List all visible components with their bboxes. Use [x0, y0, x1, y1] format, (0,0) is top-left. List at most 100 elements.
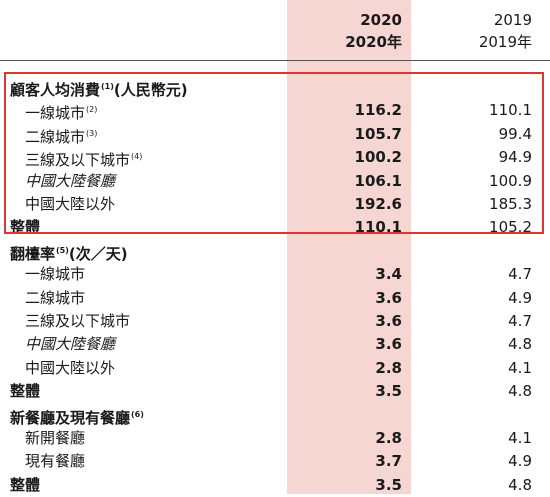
- value-2019: 4.1: [508, 358, 532, 377]
- row-label-text: 新開餐廳: [25, 429, 86, 447]
- footnote-marker: (3): [86, 128, 98, 138]
- row-label: 新開餐廳: [25, 426, 85, 450]
- value-2019: 4.7: [508, 265, 532, 284]
- row-label: 整體: [10, 473, 40, 497]
- row-label-text: 整體: [10, 382, 41, 401]
- highlight-2020-column: [287, 0, 411, 494]
- value-2020: 192.6: [354, 195, 402, 213]
- table-row: 中國大陸餐廳 106.1 100.9: [0, 169, 550, 193]
- row-label-text: 中國大陸以外: [25, 195, 116, 213]
- value-2020: 3.5: [375, 475, 402, 494]
- value-2019: 100.9: [489, 171, 532, 190]
- row-label: 二線城市(3): [25, 122, 97, 149]
- value-2020: 3.5: [375, 382, 402, 401]
- row-label: 現有餐廳: [25, 449, 85, 473]
- row-label-text: 整體: [10, 475, 41, 494]
- value-2020: 3.6: [375, 312, 402, 330]
- value-2020: 2.8: [375, 429, 402, 447]
- footnote-marker: (5): [56, 245, 69, 255]
- table-row: 現有餐廳 3.7 4.9: [0, 449, 550, 473]
- row-label-text: 一線城市: [25, 265, 86, 284]
- row-label-unit: (次／天): [68, 244, 128, 263]
- table-row: 新開餐廳 2.8 4.1: [0, 426, 550, 450]
- value-2020: 3.7: [375, 452, 402, 471]
- row-label: 翻檯率(5)(次／天): [10, 239, 128, 266]
- value-2020: 3.6: [375, 288, 402, 307]
- table-row: 中國大陸餐廳 3.6 4.8: [0, 332, 550, 356]
- table-row: 整體 3.5 4.8: [0, 379, 550, 403]
- row-label: 三線及以下城市: [25, 309, 130, 333]
- table-row: 一線城市 3.4 4.7: [0, 262, 550, 286]
- value-2019: 4.9: [508, 452, 532, 471]
- table-row: 顧客人均消費(1)(人民幣元): [0, 75, 550, 99]
- value-2019: 4.1: [508, 429, 532, 447]
- col-2020-label: 2020年: [345, 33, 402, 51]
- row-label: 中國大陸以外: [25, 356, 115, 380]
- table-row: 中國大陸以外 2.8 4.1: [0, 356, 550, 380]
- row-label: 二線城市: [25, 286, 85, 310]
- row-label-text: 三線及以下城市: [25, 312, 131, 330]
- value-2019: 105.2: [489, 218, 532, 237]
- row-label: 中國大陸餐廳: [25, 169, 115, 193]
- table-row: 整體 110.1 105.2: [0, 215, 550, 239]
- value-2020: 3.4: [375, 265, 402, 284]
- table-row: 三線及以下城市(4) 100.2 94.9: [0, 145, 550, 169]
- table-row: 中國大陸以外 192.6 185.3: [0, 192, 550, 216]
- header-divider: [0, 60, 550, 61]
- row-label-text: 中國大陸餐廳: [25, 335, 116, 354]
- value-2020: 110.1: [354, 218, 402, 237]
- table-row: 一線城市(2) 116.2 110.1: [0, 98, 550, 122]
- value-2019: 94.9: [498, 148, 532, 167]
- value-2019: 4.8: [508, 382, 532, 401]
- value-2019: 99.4: [498, 124, 532, 143]
- row-label-unit: (人民幣元): [113, 81, 188, 99]
- row-label: 一線城市(2): [25, 98, 97, 125]
- row-label-text: 翻檯率: [10, 244, 56, 263]
- value-2019: 4.8: [508, 475, 532, 494]
- table-row: 二線城市(3) 105.7 99.4: [0, 122, 550, 146]
- value-2019: 4.7: [508, 312, 532, 330]
- row-label: 顧客人均消費(1)(人民幣元): [10, 75, 188, 102]
- row-label-text: 新餐廳及現有餐廳: [10, 408, 131, 427]
- value-2020: 106.1: [354, 171, 402, 190]
- row-label: 一線城市: [25, 262, 85, 286]
- row-label-text: 現有餐廳: [25, 452, 86, 471]
- value-2020: 3.6: [375, 335, 402, 354]
- table-row: 新餐廳及現有餐廳(6): [0, 403, 550, 427]
- footnote-marker: (1): [101, 82, 114, 91]
- footnote-marker: (2): [86, 105, 98, 115]
- row-label: 三線及以下城市(4): [25, 145, 142, 172]
- col-2020-year: 2020: [360, 11, 402, 29]
- row-label: 整體: [10, 215, 40, 239]
- footnote-marker: (6): [131, 409, 144, 419]
- col-2019-label: 2019年: [478, 33, 532, 51]
- table-row: 翻檯率(5)(次／天): [0, 239, 550, 263]
- value-2020: 116.2: [354, 101, 402, 120]
- row-label: 整體: [10, 379, 40, 403]
- table-row: 二線城市 3.6 4.9: [0, 286, 550, 310]
- col-2019-year: 2019: [493, 11, 532, 29]
- table-row: 三線及以下城市 3.6 4.7: [0, 309, 550, 333]
- row-label-text: 三線及以下城市: [25, 151, 131, 170]
- row-label: 中國大陸以外: [25, 192, 115, 216]
- row-label: 中國大陸餐廳: [25, 332, 115, 356]
- value-2020: 105.7: [354, 124, 402, 143]
- table-row: 整體 3.5 4.8: [0, 473, 550, 497]
- value-2019: 110.1: [489, 101, 532, 120]
- value-2019: 4.8: [508, 335, 532, 354]
- row-label-text: 一線城市: [25, 104, 86, 123]
- value-2020: 100.2: [354, 148, 402, 167]
- row-label-text: 二線城市: [25, 127, 86, 146]
- row-label-text: 整體: [10, 218, 41, 237]
- value-2020: 2.8: [375, 358, 402, 377]
- row-label-text: 中國大陸以外: [25, 358, 116, 377]
- row-label-text: 中國大陸餐廳: [25, 171, 116, 190]
- row-label-text: 顧客人均消費: [10, 81, 101, 99]
- row-label: 新餐廳及現有餐廳(6): [10, 403, 144, 430]
- value-2019: 4.9: [508, 288, 532, 307]
- value-2019: 185.3: [489, 195, 532, 213]
- footnote-marker: (4): [131, 152, 143, 162]
- row-label-text: 二線城市: [25, 288, 86, 307]
- highlight-box: [4, 72, 544, 234]
